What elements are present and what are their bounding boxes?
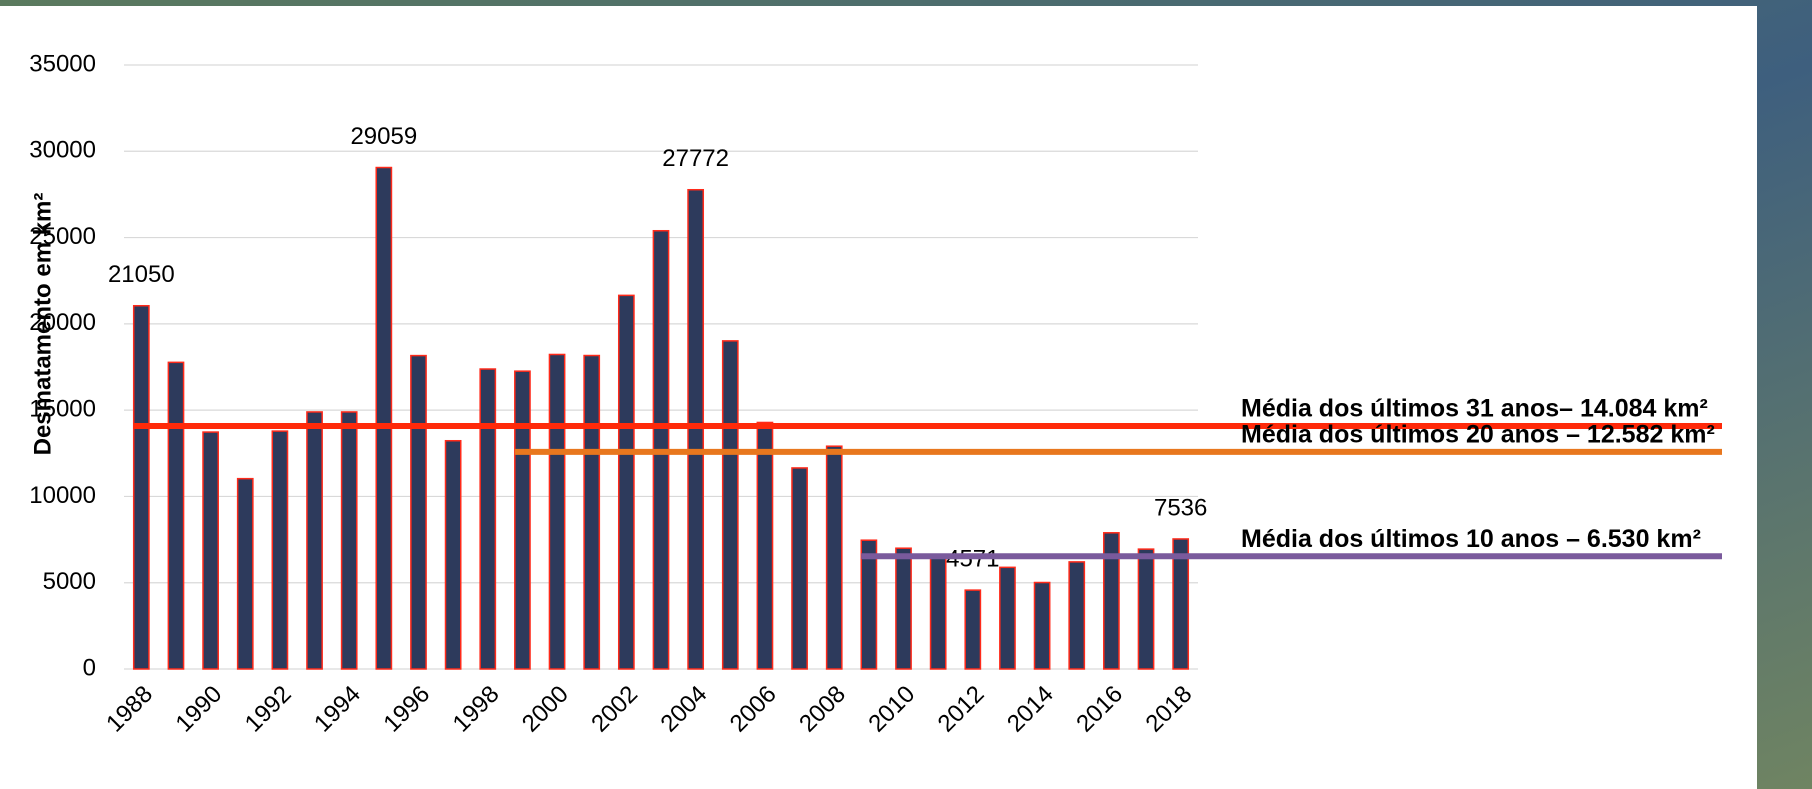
- bar: [375, 166, 393, 670]
- average-label: Média dos últimos 10 anos – 6.530 km²: [1241, 525, 1701, 553]
- bar: [1033, 581, 1051, 670]
- bar: [548, 353, 566, 670]
- bar: [895, 547, 912, 670]
- bar: [479, 368, 497, 670]
- data-label: 29059: [350, 123, 417, 150]
- bar: [860, 539, 878, 670]
- y-tick-label: 5000: [43, 568, 96, 595]
- data-label: 27772: [662, 145, 729, 172]
- bar: [1103, 532, 1120, 670]
- data-label: 7536: [1154, 494, 1207, 521]
- y-tick-label: 20000: [29, 309, 96, 336]
- bar: [825, 445, 843, 670]
- bar: [306, 411, 323, 670]
- y-tick-label: 35000: [29, 50, 96, 77]
- bar: [202, 431, 219, 670]
- bar: [721, 340, 739, 670]
- bar: [340, 411, 358, 670]
- bar: [1137, 548, 1155, 670]
- bar: [132, 304, 150, 670]
- bar: [791, 467, 808, 670]
- y-tick-label: 30000: [29, 137, 96, 164]
- bar: [756, 421, 774, 670]
- bar: [999, 566, 1016, 670]
- bar: [410, 354, 427, 670]
- bar: [236, 477, 254, 670]
- bar: [687, 188, 705, 670]
- bar: [514, 370, 531, 670]
- chart-panel: [0, 6, 1757, 789]
- y-tick-label: 0: [83, 654, 96, 681]
- bar: [271, 430, 289, 670]
- bar: [964, 589, 982, 670]
- bar: [617, 294, 635, 670]
- y-axis-label: Desmatamento em km²: [29, 193, 56, 456]
- bar: [583, 354, 601, 670]
- y-tick-label: 15000: [29, 395, 96, 422]
- y-tick-label: 10000: [29, 482, 96, 509]
- bar: [1172, 538, 1190, 670]
- bar: [929, 557, 947, 670]
- bar: [167, 361, 185, 670]
- y-tick-label: 25000: [29, 223, 96, 250]
- bar: [444, 439, 462, 670]
- bar: [1068, 561, 1086, 670]
- average-label: Média dos últimos 31 anos– 14.084 km²: [1241, 395, 1708, 423]
- average-label: Média dos últimos 20 anos – 12.582 km²: [1241, 420, 1715, 448]
- data-label: 21050: [108, 261, 175, 288]
